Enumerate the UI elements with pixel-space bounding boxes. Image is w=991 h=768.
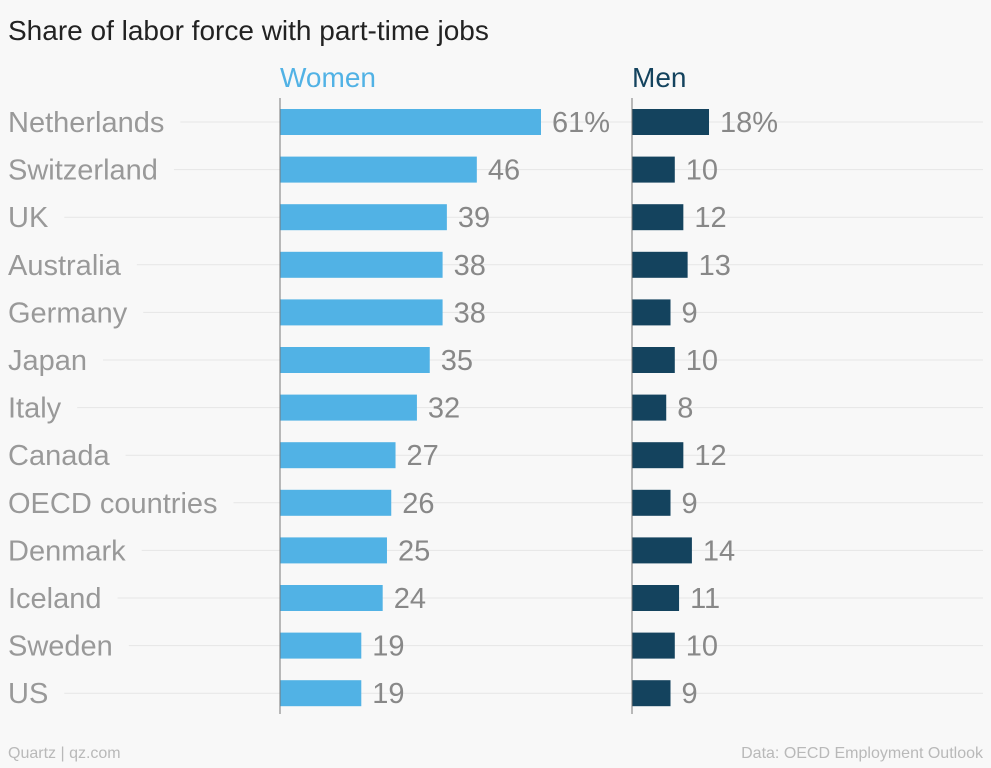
value-label: 9 bbox=[682, 678, 698, 710]
bar bbox=[280, 680, 362, 707]
category-label: OECD countries bbox=[8, 488, 218, 520]
value-labels: 61%46393838353227262524191918%1012139108… bbox=[372, 107, 778, 710]
bar bbox=[632, 632, 675, 659]
bar bbox=[280, 585, 383, 611]
value-label: 10 bbox=[686, 631, 718, 663]
value-label: 11 bbox=[690, 583, 720, 615]
value-label: 19 bbox=[372, 678, 404, 710]
bar bbox=[280, 442, 396, 469]
bar bbox=[280, 204, 447, 231]
value-label: 61% bbox=[552, 107, 610, 139]
category-label: Germany bbox=[8, 297, 128, 329]
axes bbox=[279, 98, 633, 714]
value-label: 39 bbox=[458, 202, 490, 234]
value-label: 38 bbox=[454, 250, 486, 282]
category-label: Iceland bbox=[8, 583, 102, 615]
bar bbox=[632, 109, 710, 135]
bar bbox=[280, 251, 443, 278]
series-header: Women bbox=[280, 62, 376, 93]
value-label: 38 bbox=[454, 297, 486, 329]
category-label: Denmark bbox=[8, 535, 126, 567]
bar bbox=[632, 156, 675, 183]
category-label: Italy bbox=[8, 393, 62, 425]
bar bbox=[632, 251, 688, 278]
category-label: Netherlands bbox=[8, 107, 164, 139]
value-label: 26 bbox=[402, 488, 434, 520]
series-headers: Women Men bbox=[280, 62, 686, 93]
bar bbox=[632, 585, 680, 611]
value-label: 12 bbox=[694, 440, 726, 472]
value-label: 14 bbox=[703, 535, 735, 567]
value-label: 12 bbox=[694, 202, 726, 234]
category-label: Canada bbox=[8, 440, 110, 472]
bar bbox=[280, 347, 430, 373]
bar bbox=[632, 489, 671, 516]
value-label: 32 bbox=[428, 393, 460, 425]
bar bbox=[632, 537, 692, 564]
bar bbox=[280, 299, 443, 326]
bar bbox=[632, 347, 675, 373]
bar bbox=[280, 632, 362, 659]
value-label: 24 bbox=[394, 583, 426, 615]
category-labels: Netherlands Switzerland UK Australia Germany… bbox=[8, 107, 218, 710]
bar bbox=[280, 156, 477, 183]
category-label: UK bbox=[8, 202, 49, 234]
category-label: Japan bbox=[8, 345, 87, 377]
chart-title: Share of labor force with part-time jobs bbox=[8, 15, 489, 46]
source-credit: Quartz | qz.com bbox=[8, 745, 121, 762]
value-label: 10 bbox=[686, 155, 718, 187]
bar bbox=[280, 394, 417, 421]
value-label: 9 bbox=[682, 297, 698, 329]
value-label: 46 bbox=[488, 155, 520, 187]
bar bbox=[632, 394, 667, 421]
value-label: 13 bbox=[699, 250, 731, 282]
value-label: 35 bbox=[441, 345, 473, 377]
bar bbox=[632, 680, 671, 707]
bar bbox=[632, 442, 684, 469]
series-header: Men bbox=[632, 62, 686, 93]
bar bbox=[632, 299, 671, 326]
bar bbox=[280, 489, 392, 516]
category-label: US bbox=[8, 678, 48, 710]
gridlines bbox=[64, 121, 983, 694]
bar bbox=[280, 109, 541, 135]
value-label: 10 bbox=[686, 345, 718, 377]
bars bbox=[280, 109, 710, 707]
value-label: 18% bbox=[720, 107, 778, 139]
bar bbox=[632, 204, 684, 231]
value-label: 19 bbox=[372, 631, 404, 663]
value-label: 8 bbox=[677, 393, 693, 425]
value-label: 27 bbox=[407, 440, 439, 472]
category-label: Australia bbox=[8, 250, 122, 282]
category-label: Sweden bbox=[8, 631, 113, 663]
value-label: 9 bbox=[682, 488, 698, 520]
category-label: Switzerland bbox=[8, 155, 158, 187]
bar bbox=[280, 537, 387, 564]
data-source: Data: OECD Employment Outlook bbox=[741, 745, 983, 762]
value-label: 25 bbox=[398, 535, 430, 567]
